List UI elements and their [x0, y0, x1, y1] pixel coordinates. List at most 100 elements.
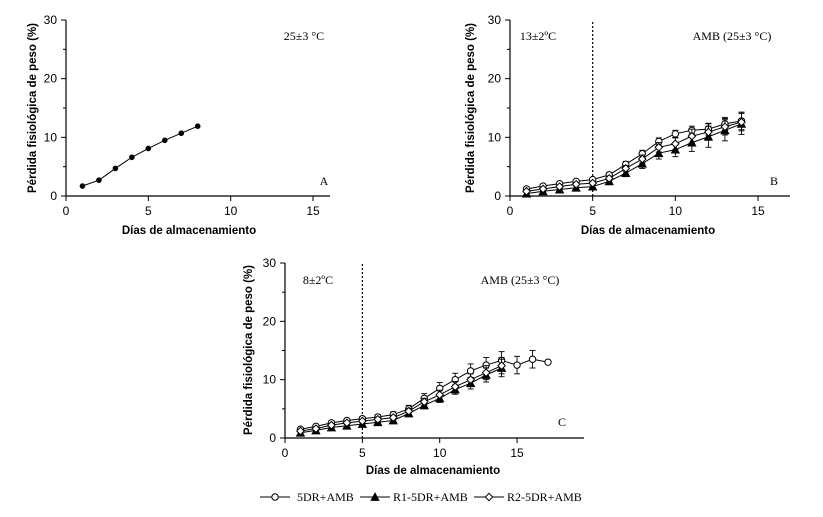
data-point [466, 375, 476, 385]
panel-label: C [558, 415, 566, 429]
condition-label-cold: 13±2ºC [520, 29, 556, 43]
data-point [129, 154, 135, 161]
series-dot-filled [79, 123, 201, 189]
y-tick-label: 10 [488, 130, 502, 144]
y-tick-label: 30 [44, 13, 58, 27]
data-point [687, 131, 697, 141]
x-axis-title: Días de almacenamiento [581, 225, 715, 237]
y-tick-label: 20 [488, 72, 502, 86]
condition-label-cold: 8±2ºC [303, 273, 333, 287]
legend-item-r1: R1-5DR+AMB [360, 490, 468, 504]
legend-label: R1-5DR+AMB [393, 490, 468, 504]
data-point [737, 117, 746, 127]
condition-label: 25±3 °C [284, 29, 324, 43]
x-tick-label: 15 [510, 446, 524, 460]
data-point [481, 368, 491, 378]
data-point [178, 130, 185, 137]
data-point [621, 168, 631, 178]
data-point [497, 361, 506, 371]
y-tick-label: 0 [494, 189, 501, 203]
x-tick-label: 5 [589, 204, 596, 218]
data-point [327, 420, 336, 430]
data-point [388, 413, 398, 422]
series-circle-open [296, 350, 552, 433]
panel-label: A [320, 174, 329, 188]
data-point [555, 182, 565, 192]
y-tick-label: 20 [263, 314, 277, 328]
series-circle-open [522, 111, 746, 193]
triangle-filled-marker [370, 492, 380, 501]
legend-item-r2: R2-5DR+AMB [474, 490, 582, 504]
x-tick-label: 15 [751, 204, 765, 218]
data-point [571, 179, 581, 189]
data-point [435, 390, 445, 400]
data-point [342, 418, 352, 428]
chart-panel-c: 0 5 10 15 0 10 20 30 Días de almacenamiento Pér… [243, 256, 584, 477]
data-point [162, 137, 168, 144]
y-tick-label: 30 [488, 13, 502, 27]
data-point [194, 123, 201, 129]
data-point [311, 424, 321, 434]
chart-panel-b: 0 5 10 15 0 10 20 30 Días de almacenamiento Pér… [465, 13, 790, 237]
data-point [419, 397, 429, 407]
y-axis-title: Pérdida fisiológica de peso (%) [27, 23, 39, 193]
condition-label-ambient: AMB (25±3 °C) [481, 273, 560, 287]
x-tick-label: 10 [669, 204, 683, 218]
y-tick-label: 30 [263, 256, 277, 270]
data-point [538, 184, 548, 194]
legend-label: R2-5DR+AMB [507, 490, 582, 504]
diamond-open-marker [484, 492, 494, 502]
x-tick-label: 0 [63, 204, 70, 218]
y-tick-label: 0 [50, 189, 57, 203]
y-tick-label: 10 [44, 130, 58, 144]
circle-open-marker [271, 493, 279, 501]
x-tick-label: 0 [507, 204, 514, 218]
data-point [720, 122, 730, 132]
y-axis-title: Pérdida fisiológica de peso (%) [243, 265, 255, 435]
data-point [79, 183, 86, 189]
data-point [450, 382, 460, 392]
y-axis-title: Pérdida fisiológica de peso (%) [465, 23, 477, 193]
data-point [145, 145, 152, 152]
legend: 5DR+AMB R1-5DR+AMB R2-5DR+AMB [260, 490, 582, 504]
data-point [637, 154, 647, 164]
series-diamond-open [296, 357, 506, 436]
data-point [703, 127, 713, 137]
x-axis-title: Días de almacenamiento [366, 465, 500, 477]
y-tick-label: 20 [44, 72, 58, 86]
panel-label: B [770, 174, 778, 188]
condition-label-ambient: AMB (25±3 °C) [693, 29, 772, 43]
x-axis-title: Días de almacenamiento [122, 225, 256, 237]
series-diamond-open [522, 112, 746, 196]
y-tick-label: 10 [263, 373, 277, 387]
data-point [513, 361, 521, 369]
data-point [528, 355, 537, 363]
x-tick-label: 10 [224, 204, 238, 218]
data-point [670, 139, 680, 149]
x-tick-label: 0 [282, 446, 289, 460]
data-point [466, 367, 475, 375]
series-line [82, 125, 198, 187]
legend-item-5dr: 5DR+AMB [260, 490, 354, 504]
data-point [588, 178, 598, 188]
data-point [654, 148, 664, 158]
legend-label: 5DR+AMB [297, 490, 354, 504]
chart-panel-a: 0 5 10 15 0 10 20 30 Días de almacenamiento Pér… [27, 13, 330, 237]
data-point [96, 177, 102, 183]
x-tick-label: 15 [306, 204, 320, 218]
data-point [112, 165, 119, 172]
data-point [373, 414, 383, 424]
data-point [621, 164, 631, 173]
data-point [404, 406, 414, 416]
data-point [604, 173, 614, 183]
data-point [522, 186, 531, 196]
x-tick-label: 5 [145, 204, 152, 218]
data-point [544, 358, 552, 366]
x-tick-label: 5 [359, 446, 366, 460]
data-point [296, 426, 305, 436]
x-tick-label: 10 [433, 446, 447, 460]
data-point [357, 416, 367, 426]
data-point [654, 142, 664, 152]
y-tick-label: 0 [269, 431, 276, 445]
